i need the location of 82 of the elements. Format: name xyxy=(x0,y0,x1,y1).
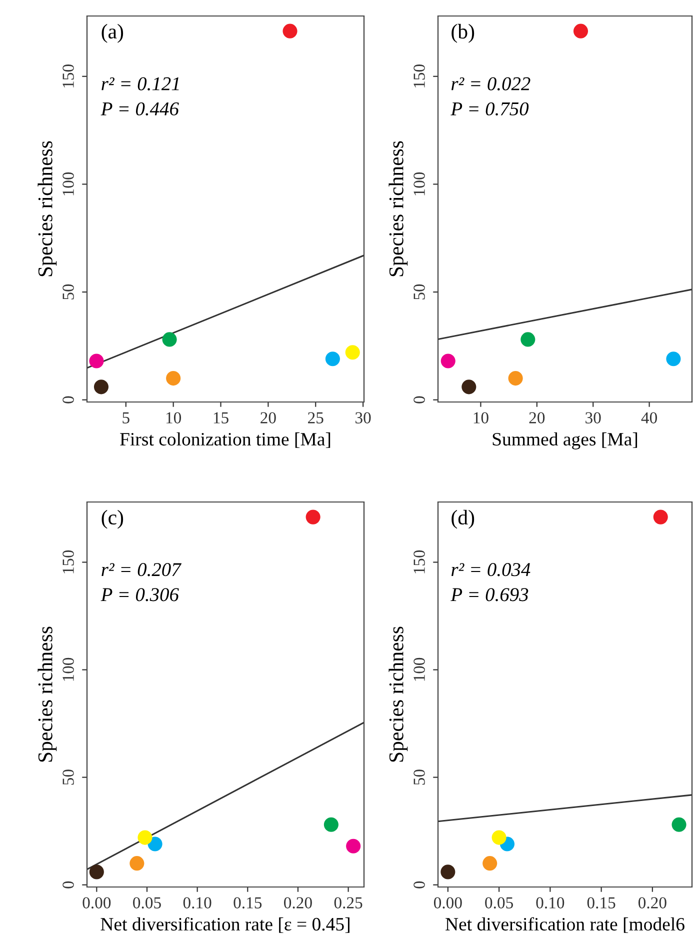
annotation: (d) xyxy=(452,510,474,529)
point xyxy=(666,352,681,366)
y-tick-label: 50 xyxy=(62,770,74,785)
y-tick-label: 0 xyxy=(414,881,425,888)
point xyxy=(162,332,177,347)
annotation: P = 0.693 xyxy=(450,588,528,602)
x-axis-title: Net diversification rate [ε = 0.45] xyxy=(100,917,350,933)
point xyxy=(440,864,456,880)
point xyxy=(346,838,361,854)
y-tick-label: 50 xyxy=(62,284,74,300)
y-tick-label: 100 xyxy=(414,172,425,196)
point xyxy=(130,856,144,871)
x-tick-label: 15 xyxy=(214,412,228,424)
point xyxy=(492,830,506,845)
annotation: (b) xyxy=(452,24,474,43)
point xyxy=(345,345,360,360)
annotation: r² = 0.207 xyxy=(102,563,182,576)
x-tick-label: 20 xyxy=(260,412,276,424)
y-tick-label: 50 xyxy=(414,770,425,785)
x-tick-label: 0.25 xyxy=(334,897,362,909)
x-tick-label: 0.00 xyxy=(434,897,462,909)
x-tick-label: 0.05 xyxy=(485,897,513,909)
x-tick-label: 0.15 xyxy=(234,897,262,909)
annotation: (c) xyxy=(102,510,124,529)
y-tick-label: 0 xyxy=(414,396,425,404)
y-tick-label: 150 xyxy=(62,64,74,88)
x-tick-label: 0.20 xyxy=(638,897,666,909)
y-tick-label: 100 xyxy=(414,658,425,681)
point xyxy=(482,856,498,871)
point xyxy=(89,354,104,368)
x-tick-label: 0.05 xyxy=(133,897,161,909)
point xyxy=(166,370,181,386)
annotation: r² = 0.121 xyxy=(102,77,179,90)
x-tick-label: 30 xyxy=(586,412,601,424)
x-tick-label: 40 xyxy=(641,412,657,424)
x-axis-title: First colonization time [Ma] xyxy=(120,432,330,448)
point xyxy=(306,510,320,524)
x-tick-label: 10 xyxy=(166,412,182,424)
annotation: P = 0.446 xyxy=(100,102,179,116)
y-tick-label: 50 xyxy=(414,284,425,300)
y-axis-title: Species richness xyxy=(388,626,408,762)
x-tick-label: 0.00 xyxy=(82,897,111,909)
x-axis-title: Net diversification rate [model6 xyxy=(446,917,684,933)
x-tick-label: 0.10 xyxy=(536,897,564,909)
annotation: P = 0.750 xyxy=(450,102,529,116)
annotation: r² = 0.022 xyxy=(451,77,530,90)
point xyxy=(89,864,104,880)
y-tick-label: 150 xyxy=(414,64,425,88)
y-axis-title: Species richness xyxy=(388,141,408,276)
annotation: (a) xyxy=(102,24,124,43)
y-tick-label: 100 xyxy=(62,658,74,681)
y-tick-label: 0 xyxy=(62,396,74,404)
point xyxy=(672,817,686,832)
point xyxy=(324,817,338,832)
y-axis-title: Species richness xyxy=(38,141,57,276)
point xyxy=(508,370,523,386)
point xyxy=(440,354,456,368)
annotation: r² = 0.034 xyxy=(451,563,530,576)
y-tick-label: 100 xyxy=(62,172,74,196)
point xyxy=(653,510,668,524)
y-tick-label: 150 xyxy=(414,550,425,574)
y-tick-label: 150 xyxy=(62,550,74,574)
x-tick-label: 5 xyxy=(122,412,130,424)
point xyxy=(138,830,152,845)
y-tick-label: 0 xyxy=(62,881,74,888)
point xyxy=(462,380,476,394)
x-tick-label: 0.10 xyxy=(183,897,212,909)
x-tick-label: 25 xyxy=(308,412,324,424)
x-tick-label: 0.20 xyxy=(284,897,312,909)
x-tick-label: 10 xyxy=(474,412,488,424)
point xyxy=(325,352,340,366)
point xyxy=(573,24,588,38)
x-axis-title: Summed ages [Ma] xyxy=(492,432,638,450)
point xyxy=(148,836,162,852)
y-axis-title: Species richness xyxy=(38,626,57,762)
point xyxy=(520,332,536,347)
annotation: P = 0.306 xyxy=(100,588,179,602)
x-tick-label: 20 xyxy=(529,412,545,424)
x-tick-label: 0.15 xyxy=(587,897,616,909)
point xyxy=(94,380,109,394)
x-tick-label: 30 xyxy=(356,412,371,424)
point xyxy=(282,24,298,38)
